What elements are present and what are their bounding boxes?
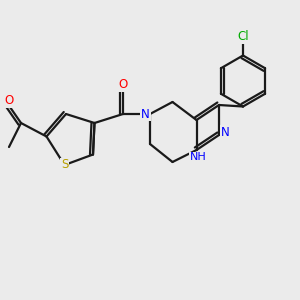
Text: N: N bbox=[141, 107, 150, 121]
Text: Cl: Cl bbox=[237, 30, 249, 44]
Text: N: N bbox=[220, 125, 230, 139]
Text: NH: NH bbox=[190, 152, 206, 163]
Text: S: S bbox=[61, 158, 68, 172]
Text: O: O bbox=[4, 94, 14, 107]
Text: O: O bbox=[118, 78, 127, 91]
